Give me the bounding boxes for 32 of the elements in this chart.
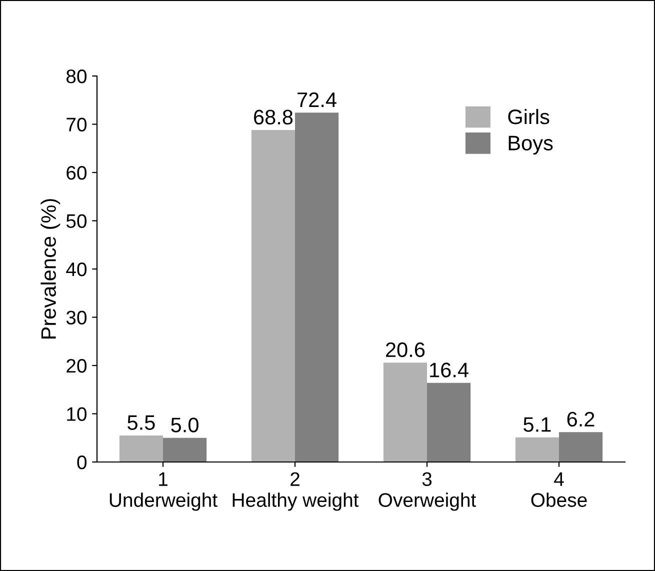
data-label: 68.8 bbox=[254, 110, 293, 125]
y-tick-label: 20 bbox=[66, 358, 87, 373]
legend-label: Boys bbox=[508, 136, 553, 155]
data-label: 20.6 bbox=[386, 342, 425, 358]
legend-label: Girls bbox=[508, 108, 550, 124]
data-label: 5.1 bbox=[524, 417, 551, 432]
y-tick-label: 60 bbox=[66, 166, 87, 180]
y-tick-label: 40 bbox=[66, 262, 87, 276]
y-tick-label: 70 bbox=[66, 118, 87, 132]
y-axis-title: Prevalence (%) bbox=[40, 199, 60, 338]
data-label: 6.2 bbox=[567, 412, 594, 427]
bar bbox=[515, 437, 559, 462]
bar bbox=[163, 438, 207, 462]
bar bbox=[427, 382, 471, 462]
x-tick-label: 2 Healthy weight bbox=[232, 472, 359, 511]
data-label: 5.0 bbox=[171, 418, 198, 432]
data-label: 72.4 bbox=[298, 92, 336, 107]
y-tick-label: 80 bbox=[66, 69, 87, 84]
x-tick-label: 1 Underweight bbox=[110, 472, 218, 511]
y-tick-label: 30 bbox=[66, 310, 87, 324]
bar bbox=[383, 362, 427, 462]
bar bbox=[559, 432, 603, 462]
x-tick-label: 4 Obese bbox=[531, 472, 587, 507]
y-tick-label: 50 bbox=[66, 214, 87, 228]
bar bbox=[119, 435, 163, 462]
bar bbox=[251, 130, 295, 462]
data-label: 5.5 bbox=[128, 415, 155, 430]
x-tick-label: 3 Overweight bbox=[378, 472, 476, 511]
bar bbox=[295, 112, 339, 462]
data-label: 16.4 bbox=[430, 362, 468, 378]
y-tick-label: 0 bbox=[77, 455, 87, 470]
y-tick-label: 10 bbox=[67, 407, 87, 421]
